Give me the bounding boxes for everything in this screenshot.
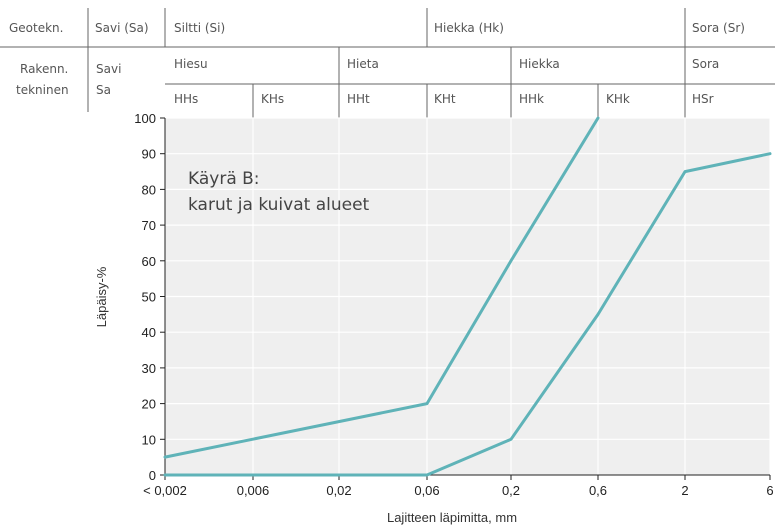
x-tick-label: 0,02 xyxy=(326,483,351,498)
header-subgroup-khk: KHk xyxy=(606,92,630,106)
header-savi-label: Savi xyxy=(96,62,121,76)
header-subgroup-hhs: HHs xyxy=(174,92,198,106)
header-tekninen-label: tekninen xyxy=(16,83,69,97)
header-sa-label: Sa xyxy=(96,83,111,97)
header-group-hieta: Hieta xyxy=(347,57,379,71)
header-geotekn-label: Geotekn. xyxy=(9,21,63,35)
grid xyxy=(165,117,771,475)
y-tick-label: 80 xyxy=(142,182,156,197)
y-tick-label: 40 xyxy=(142,325,156,340)
y-tick-label: 30 xyxy=(142,361,156,376)
y-tick-labels: 0 10 20 30 40 50 60 70 80 90 100 xyxy=(134,111,165,483)
x-tick-label: 0,006 xyxy=(237,483,270,498)
y-tick-label: 0 xyxy=(149,468,156,483)
y-tick-label: 50 xyxy=(142,290,156,305)
header-group-hiekka: Hiekka xyxy=(519,57,560,71)
y-axis-label: Läpäisy-% xyxy=(94,266,109,327)
x-tick-label: 6 xyxy=(766,483,773,498)
header-subgroup-khs: KHs xyxy=(261,92,284,106)
x-tick-label: 2 xyxy=(681,483,688,498)
series-line-2 xyxy=(163,152,772,477)
x-tick-labels: < 0,002 0,006 0,02 0,06 0,2 0,6 2 6 xyxy=(143,475,774,498)
header-subgroup-hsr: HSr xyxy=(692,92,714,106)
y-tick-label: 60 xyxy=(142,254,156,269)
y-tick-label: 90 xyxy=(142,147,156,162)
header-group-hiesu: Hiesu xyxy=(174,57,208,71)
y-tick-label: 10 xyxy=(142,432,156,447)
header-subgroup-kht: KHt xyxy=(434,92,456,106)
header-cell-sora: Sora (Sr) xyxy=(692,21,745,35)
header-subgroup-hht: HHt xyxy=(347,92,370,106)
header-subgroup-hhk: HHk xyxy=(519,92,544,106)
y-tick-label: 20 xyxy=(142,397,156,412)
header-cell-siltti: Siltti (Si) xyxy=(174,21,225,35)
y-tick-label: 70 xyxy=(142,218,156,233)
x-tick-label: 0,06 xyxy=(414,483,439,498)
x-axis-label: Lajitteen läpimitta, mm xyxy=(387,510,517,525)
header-rakenn-label: Rakenn. xyxy=(20,62,68,76)
y-tick-label: 100 xyxy=(134,111,156,126)
header-cell-savi: Savi (Sa) xyxy=(95,21,149,35)
x-tick-label: 0,6 xyxy=(589,483,607,498)
annotation-line-2: karut ja kuivat alueet xyxy=(188,195,370,215)
header-group-sora: Sora xyxy=(692,57,719,71)
annotation-line-1: Käyrä B: xyxy=(188,169,260,189)
header-cell-hiekka: Hiekka (Hk) xyxy=(434,21,504,35)
soil-classification-header: Geotekn. Savi (Sa) Siltti (Si) Hiekka (H… xyxy=(0,8,775,118)
series-line-1 xyxy=(163,116,600,459)
series-group xyxy=(163,116,772,477)
x-tick-label: < 0,002 xyxy=(143,483,187,498)
x-tick-label: 0,2 xyxy=(502,483,520,498)
